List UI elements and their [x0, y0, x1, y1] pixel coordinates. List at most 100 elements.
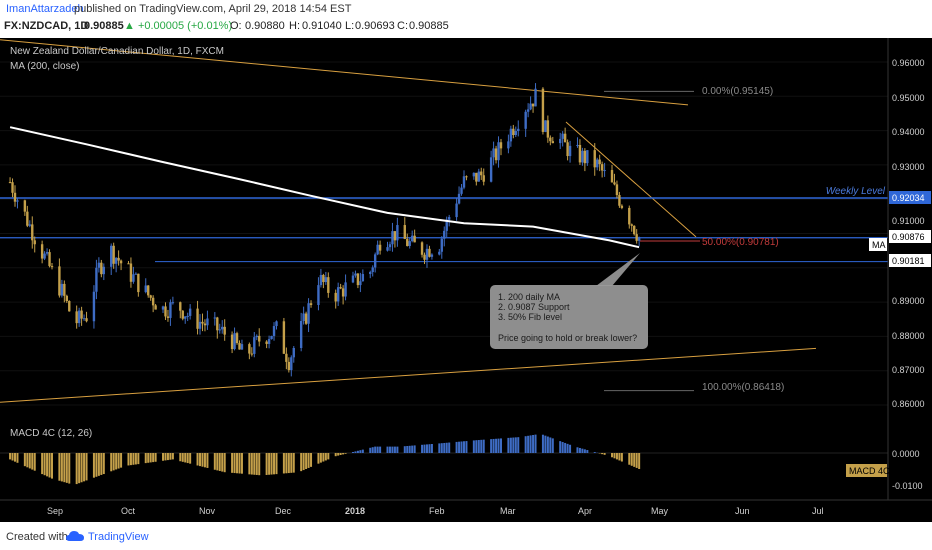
candle-body — [603, 170, 606, 172]
candle-body — [80, 310, 83, 319]
candle-body — [169, 302, 172, 318]
macd-bar — [443, 442, 446, 453]
candle — [635, 229, 638, 244]
candle-body — [149, 295, 152, 298]
macd-bar — [206, 453, 209, 468]
candle-body — [235, 333, 239, 344]
candle — [319, 268, 323, 288]
candle-body — [578, 144, 582, 163]
candle — [336, 282, 340, 306]
macd-bar — [618, 453, 621, 461]
candle — [250, 347, 254, 357]
candle — [102, 263, 106, 281]
candle-body — [344, 282, 347, 297]
price-axis[interactable]: 0.96000 0.95000 0.94000 0.93000 0.92034 … — [846, 58, 931, 491]
candle — [161, 305, 165, 314]
symbol-label[interactable]: FX:NZDCAD, 1D — [4, 20, 89, 32]
candle — [154, 303, 157, 310]
candle — [544, 120, 547, 133]
candle — [378, 240, 382, 255]
macd-bar — [477, 440, 480, 453]
candle-body — [100, 262, 103, 275]
candle — [119, 259, 123, 271]
candle-body — [482, 175, 485, 182]
trendlines — [0, 39, 817, 403]
macd-bar — [80, 453, 83, 483]
note-pointer — [596, 253, 640, 286]
macd-bar — [628, 453, 631, 465]
candle — [507, 134, 510, 154]
candle-body — [373, 254, 377, 268]
candle — [28, 220, 31, 228]
candle — [275, 320, 278, 330]
macd-bar — [169, 453, 172, 460]
macd-bar — [11, 453, 14, 461]
candle — [633, 225, 636, 236]
candle — [188, 304, 192, 320]
candle-body — [403, 225, 406, 239]
macd-bar — [112, 453, 115, 471]
candle — [129, 257, 133, 288]
candle — [213, 312, 217, 326]
price-tag-090876-bg — [889, 230, 931, 243]
candle — [216, 316, 219, 339]
candle — [166, 309, 170, 322]
macd-tick-0: 0.0000 — [892, 449, 920, 459]
candle-body — [440, 238, 443, 252]
macd-bar — [147, 453, 150, 463]
candle-body — [40, 244, 44, 259]
macd-bar — [393, 446, 396, 453]
macd-bar — [152, 453, 155, 463]
candle — [265, 340, 268, 349]
macd-bar — [144, 453, 147, 464]
price-tick-088: 0.88000 — [892, 331, 925, 341]
candle — [460, 184, 463, 196]
candle-body — [267, 339, 271, 344]
candle-body — [507, 141, 510, 149]
candle-body — [336, 287, 340, 302]
price-chart-svg[interactable]: New Zealand Dollar/Canadian Dollar, 1D, … — [0, 38, 932, 522]
price-tick-087: 0.87000 — [892, 365, 925, 375]
candle — [82, 314, 86, 321]
candle-body — [255, 335, 258, 338]
candle — [151, 295, 155, 313]
candle — [169, 299, 172, 326]
candle-body — [610, 170, 614, 183]
candle — [443, 226, 446, 247]
candle-body — [299, 321, 303, 348]
candle-body — [371, 267, 374, 272]
chart-area[interactable]: New Zealand Dollar/Canadian Dollar, 1D, … — [0, 38, 932, 522]
candle-body — [455, 203, 458, 218]
candle — [514, 126, 517, 138]
macd-bar — [28, 453, 31, 469]
candle — [334, 289, 337, 309]
analysis-note[interactable]: 1. 200 daily MA 2. 0.9087 Support 3. 50%… — [490, 253, 648, 349]
time-axis[interactable]: Sep Oct Nov Dec 2018 Feb Mar Apr May Jun… — [47, 506, 824, 516]
macd-bar — [238, 453, 241, 474]
candle-body — [31, 224, 34, 241]
candle-body — [240, 344, 244, 350]
author-link[interactable]: ImanAttarzadeh — [6, 3, 84, 15]
macd-bar — [127, 453, 130, 466]
candle — [65, 294, 69, 303]
candle-body — [460, 187, 463, 194]
candle-body — [127, 263, 130, 265]
candle — [613, 173, 616, 186]
candle — [117, 250, 120, 266]
macd-bar — [351, 452, 354, 453]
macd-bar — [132, 453, 135, 465]
candle-body — [186, 315, 189, 317]
tradingview-link[interactable]: TradingView — [88, 531, 149, 543]
candle — [184, 316, 187, 324]
candle-body — [8, 182, 12, 184]
candle-body — [164, 306, 167, 317]
candle — [499, 138, 503, 156]
candle — [386, 241, 389, 252]
candle-body — [492, 148, 495, 158]
candle-body — [359, 281, 362, 286]
macd-bar — [564, 442, 567, 453]
macd-bar — [581, 448, 584, 453]
candle — [203, 319, 207, 332]
candle-body — [117, 257, 120, 261]
candle-body — [568, 145, 572, 157]
